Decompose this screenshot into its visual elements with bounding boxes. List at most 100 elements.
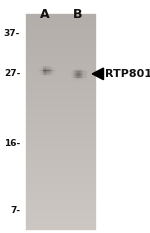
Bar [25,186,97,187]
Bar [25,216,97,217]
Bar [55,69,56,70]
Bar [25,78,97,79]
Bar [25,109,97,110]
Bar [25,148,97,149]
Bar [49,74,50,75]
Bar [77,79,78,80]
Bar [25,72,97,73]
Bar [25,69,97,70]
Bar [25,48,97,49]
Bar [84,76,86,77]
Bar [25,205,97,206]
Bar [25,85,97,86]
Bar [25,31,97,32]
Bar [73,78,74,79]
Bar [25,183,97,184]
Bar [79,69,80,71]
Bar [50,69,51,70]
Bar [51,73,52,74]
Bar [39,67,40,68]
Bar [75,80,76,81]
Bar [25,44,97,45]
Bar [48,74,49,75]
Bar [78,79,79,80]
Bar [25,100,97,101]
Bar [71,74,72,75]
Bar [25,196,97,197]
Bar [79,80,80,81]
Bar [86,76,88,77]
Bar [25,107,97,108]
Bar [38,69,39,70]
Bar [25,137,97,138]
Bar [82,69,83,71]
Bar [45,72,47,73]
Bar [25,39,97,40]
Bar [80,78,81,79]
Bar [51,74,52,75]
Bar [78,69,79,71]
Bar [25,213,97,214]
Bar [70,74,71,75]
Bar [25,115,97,116]
Bar [25,199,97,200]
Bar [25,83,97,84]
Bar [78,74,79,75]
Bar [49,69,50,70]
Bar [25,87,97,88]
Bar [83,71,84,72]
Bar [25,176,97,177]
Bar [52,72,53,73]
Bar [25,92,97,93]
Bar [40,72,41,73]
Bar [75,71,76,72]
Bar [74,72,75,73]
Bar [49,75,50,76]
Bar [25,194,97,195]
Bar [41,70,42,72]
Bar [25,76,97,77]
Bar [83,69,84,71]
Bar [85,72,87,73]
Text: A: A [40,8,50,21]
Bar [80,69,81,71]
Bar [41,67,42,68]
Bar [50,70,51,72]
Bar [25,70,97,71]
Bar [81,71,82,72]
Bar [25,198,97,199]
Bar [80,72,81,73]
Bar [82,70,83,72]
Bar [25,156,97,157]
Bar [41,70,42,71]
Bar [25,27,97,28]
Bar [71,73,72,74]
Bar [40,70,41,72]
Bar [51,70,52,72]
Bar [46,73,48,74]
Bar [44,68,46,69]
Bar [73,72,74,73]
Bar [25,220,97,221]
Bar [85,71,87,72]
Bar [25,32,97,33]
Bar [25,212,97,213]
Bar [25,112,97,113]
Bar [72,74,73,75]
Bar [70,75,71,76]
Bar [83,76,84,77]
Bar [25,179,97,180]
Bar [25,142,97,143]
Text: 37-: 37- [4,29,20,38]
Bar [50,68,51,69]
Bar [80,71,81,72]
Bar [86,75,88,76]
Bar [25,140,97,141]
Bar [40,68,41,69]
Bar [25,22,97,23]
Bar [25,185,97,186]
Bar [40,69,41,70]
Bar [77,68,78,69]
Bar [25,143,97,144]
Bar [25,13,97,14]
